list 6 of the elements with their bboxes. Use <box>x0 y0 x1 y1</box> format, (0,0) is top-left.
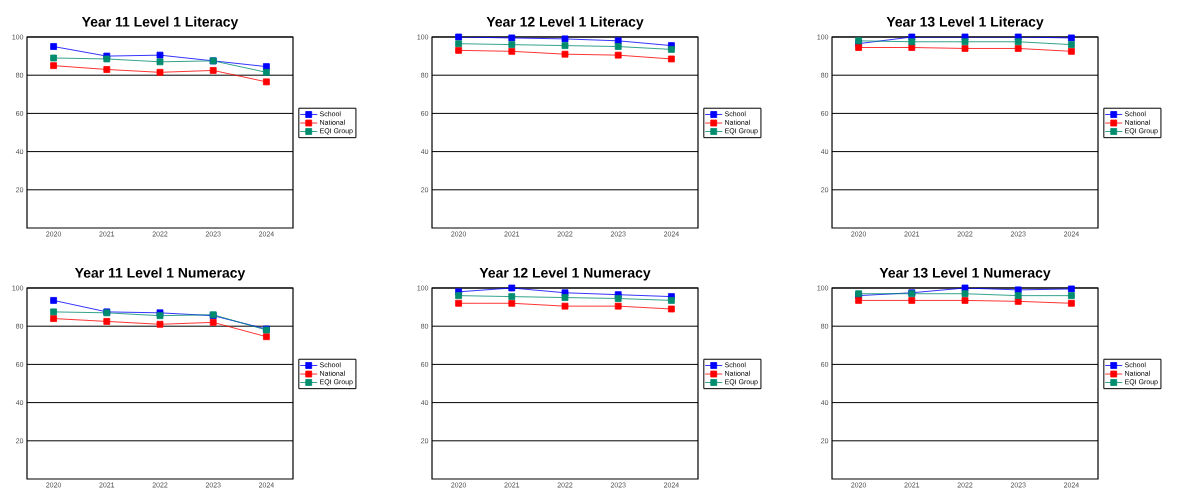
chart-title: Year 13 Level 1 Numeracy <box>879 267 1051 281</box>
chart-title: Year 11 Level 1 Numeracy <box>74 267 246 281</box>
chart-title: Year 12 Level 1 Literacy <box>486 16 644 30</box>
chart-title: Year 12 Level 1 Numeracy <box>479 267 651 281</box>
chart-title: Year 11 Level 1 Literacy <box>81 16 239 30</box>
chart-title: Year 13 Level 1 Literacy <box>886 16 1044 30</box>
